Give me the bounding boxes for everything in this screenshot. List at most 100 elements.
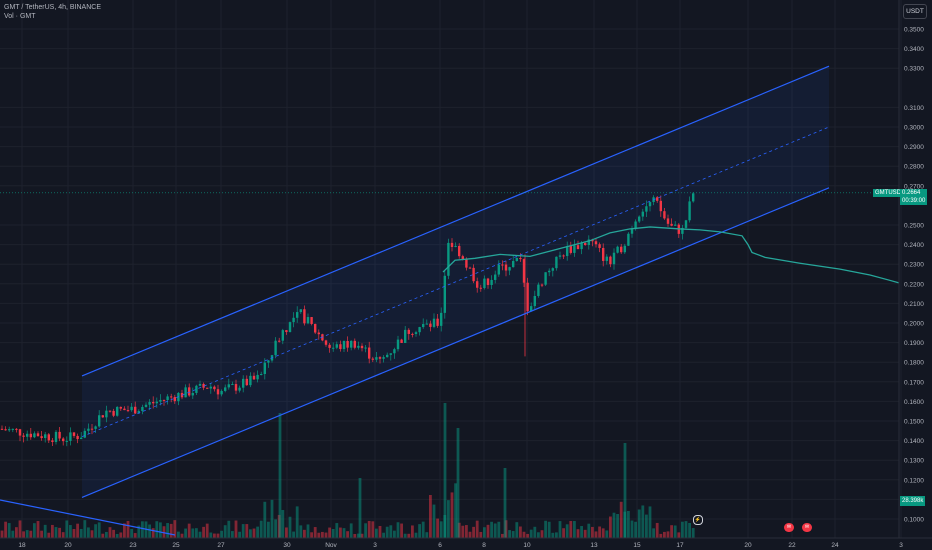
time-tick-label: 23 <box>129 542 137 549</box>
candle-body <box>576 245 580 250</box>
price-tick-label: 0.1000 <box>904 517 924 524</box>
candle-body <box>191 392 194 396</box>
volume-bar <box>29 530 33 538</box>
volume-bar <box>515 522 519 538</box>
volume-bar <box>205 523 209 538</box>
candle-body <box>328 344 331 348</box>
volume-bar <box>558 521 562 538</box>
candle-body <box>436 318 439 326</box>
volume-bar <box>508 530 511 538</box>
volume-bar <box>450 492 454 538</box>
time-tick-label: 3 <box>373 542 377 549</box>
candle-body <box>105 410 108 418</box>
volume-bar <box>69 525 72 538</box>
candle-body <box>432 318 436 327</box>
volume-bar <box>148 524 151 538</box>
channel-middle-line[interactable] <box>81 126 830 438</box>
volume-bar <box>562 528 565 538</box>
time-tick-label: Nov <box>325 542 337 549</box>
candle-body <box>666 218 670 224</box>
price-tick-label: 0.2900 <box>904 144 924 151</box>
volume-bar <box>432 504 436 538</box>
candle-body <box>267 360 270 363</box>
moving-average-line <box>442 226 701 273</box>
candle-body <box>461 256 464 260</box>
volume-bar <box>591 526 594 538</box>
volume-bar <box>25 530 29 538</box>
candle-body <box>58 431 61 439</box>
channel-upper-line[interactable] <box>81 65 830 377</box>
event-icon[interactable]: ✉ <box>802 523 812 532</box>
flash-icon[interactable]: ⚡ <box>693 515 703 525</box>
candle-body <box>263 362 266 375</box>
candle-body <box>656 197 659 201</box>
volume-bar <box>663 531 666 538</box>
candle-body <box>411 333 414 335</box>
last-price-value-badge: 0.2664 00:39:00 <box>900 189 928 205</box>
volume-bar <box>454 483 457 538</box>
candle-body <box>627 233 630 246</box>
candle-body <box>317 332 320 335</box>
price-axis[interactable]: 0.3500 0.3400 0.3300 0.3100 0.3000 0.2900 0.28… <box>904 27 924 524</box>
currency-button[interactable]: USDT <box>903 4 927 19</box>
candle-body <box>123 408 126 411</box>
candle-body <box>166 396 169 401</box>
volume-title[interactable]: Vol · GMT <box>4 13 36 20</box>
candle-body <box>195 385 198 393</box>
time-axis[interactable]: 18 20 23 25 27 30 Nov 3 6 8 10 13 15 17 20 22 24 3 <box>18 542 903 549</box>
volume-bar <box>616 513 619 538</box>
volume-bar <box>645 514 648 538</box>
volume-bar <box>126 520 130 538</box>
volume-bar <box>659 533 663 538</box>
candle-body <box>15 428 18 430</box>
volume-bar <box>213 533 216 538</box>
price-tick-label: 0.3300 <box>904 66 924 73</box>
volume-bar <box>141 521 144 538</box>
volume-bar <box>310 532 313 538</box>
volume-bar <box>414 532 418 538</box>
candle-body <box>375 357 378 360</box>
volume-bar <box>456 428 460 538</box>
volume-bar <box>130 528 133 538</box>
candle-body <box>353 340 356 348</box>
candle-body <box>400 339 403 343</box>
event-icon[interactable]: ✉ <box>784 523 794 532</box>
time-tick-label: 27 <box>217 542 225 549</box>
descending-trend-line[interactable] <box>0 499 176 536</box>
candle-body <box>569 246 572 253</box>
volume-bar <box>238 531 241 538</box>
candle-body <box>476 281 479 288</box>
volume-bar <box>295 506 299 538</box>
candle-body <box>65 440 68 442</box>
candle-body <box>522 259 526 283</box>
channel-lower-line[interactable] <box>81 187 830 498</box>
volume-bar <box>418 524 421 538</box>
volume-bar <box>115 533 119 538</box>
volume-bar <box>331 528 335 538</box>
candle-body <box>393 349 396 354</box>
candle-body <box>486 278 490 285</box>
volume-bar <box>375 528 378 538</box>
volume-bar <box>191 528 195 538</box>
volume-bar <box>108 527 112 538</box>
candle-body <box>465 259 468 268</box>
candle-body <box>245 378 248 386</box>
candle-body <box>429 323 432 327</box>
bar-countdown: 00:39:00 <box>902 198 926 204</box>
candle-body <box>303 309 306 324</box>
volume-bar <box>691 528 695 538</box>
volume-bar <box>670 525 673 538</box>
candle-body <box>515 258 518 262</box>
time-tick-label: 17 <box>676 542 684 549</box>
volume-bar <box>166 523 169 538</box>
volume-bar <box>346 531 349 538</box>
candle-body <box>519 258 522 260</box>
volume-bar <box>328 527 331 538</box>
volume-bar <box>429 495 432 538</box>
price-tick-label: 0.2300 <box>904 262 924 269</box>
volume-bar <box>551 532 555 538</box>
volume-bar <box>234 520 238 538</box>
symbol-title[interactable]: GMT / TetherUS, 4h, BINANCE <box>4 4 101 11</box>
candle-body <box>450 242 454 248</box>
